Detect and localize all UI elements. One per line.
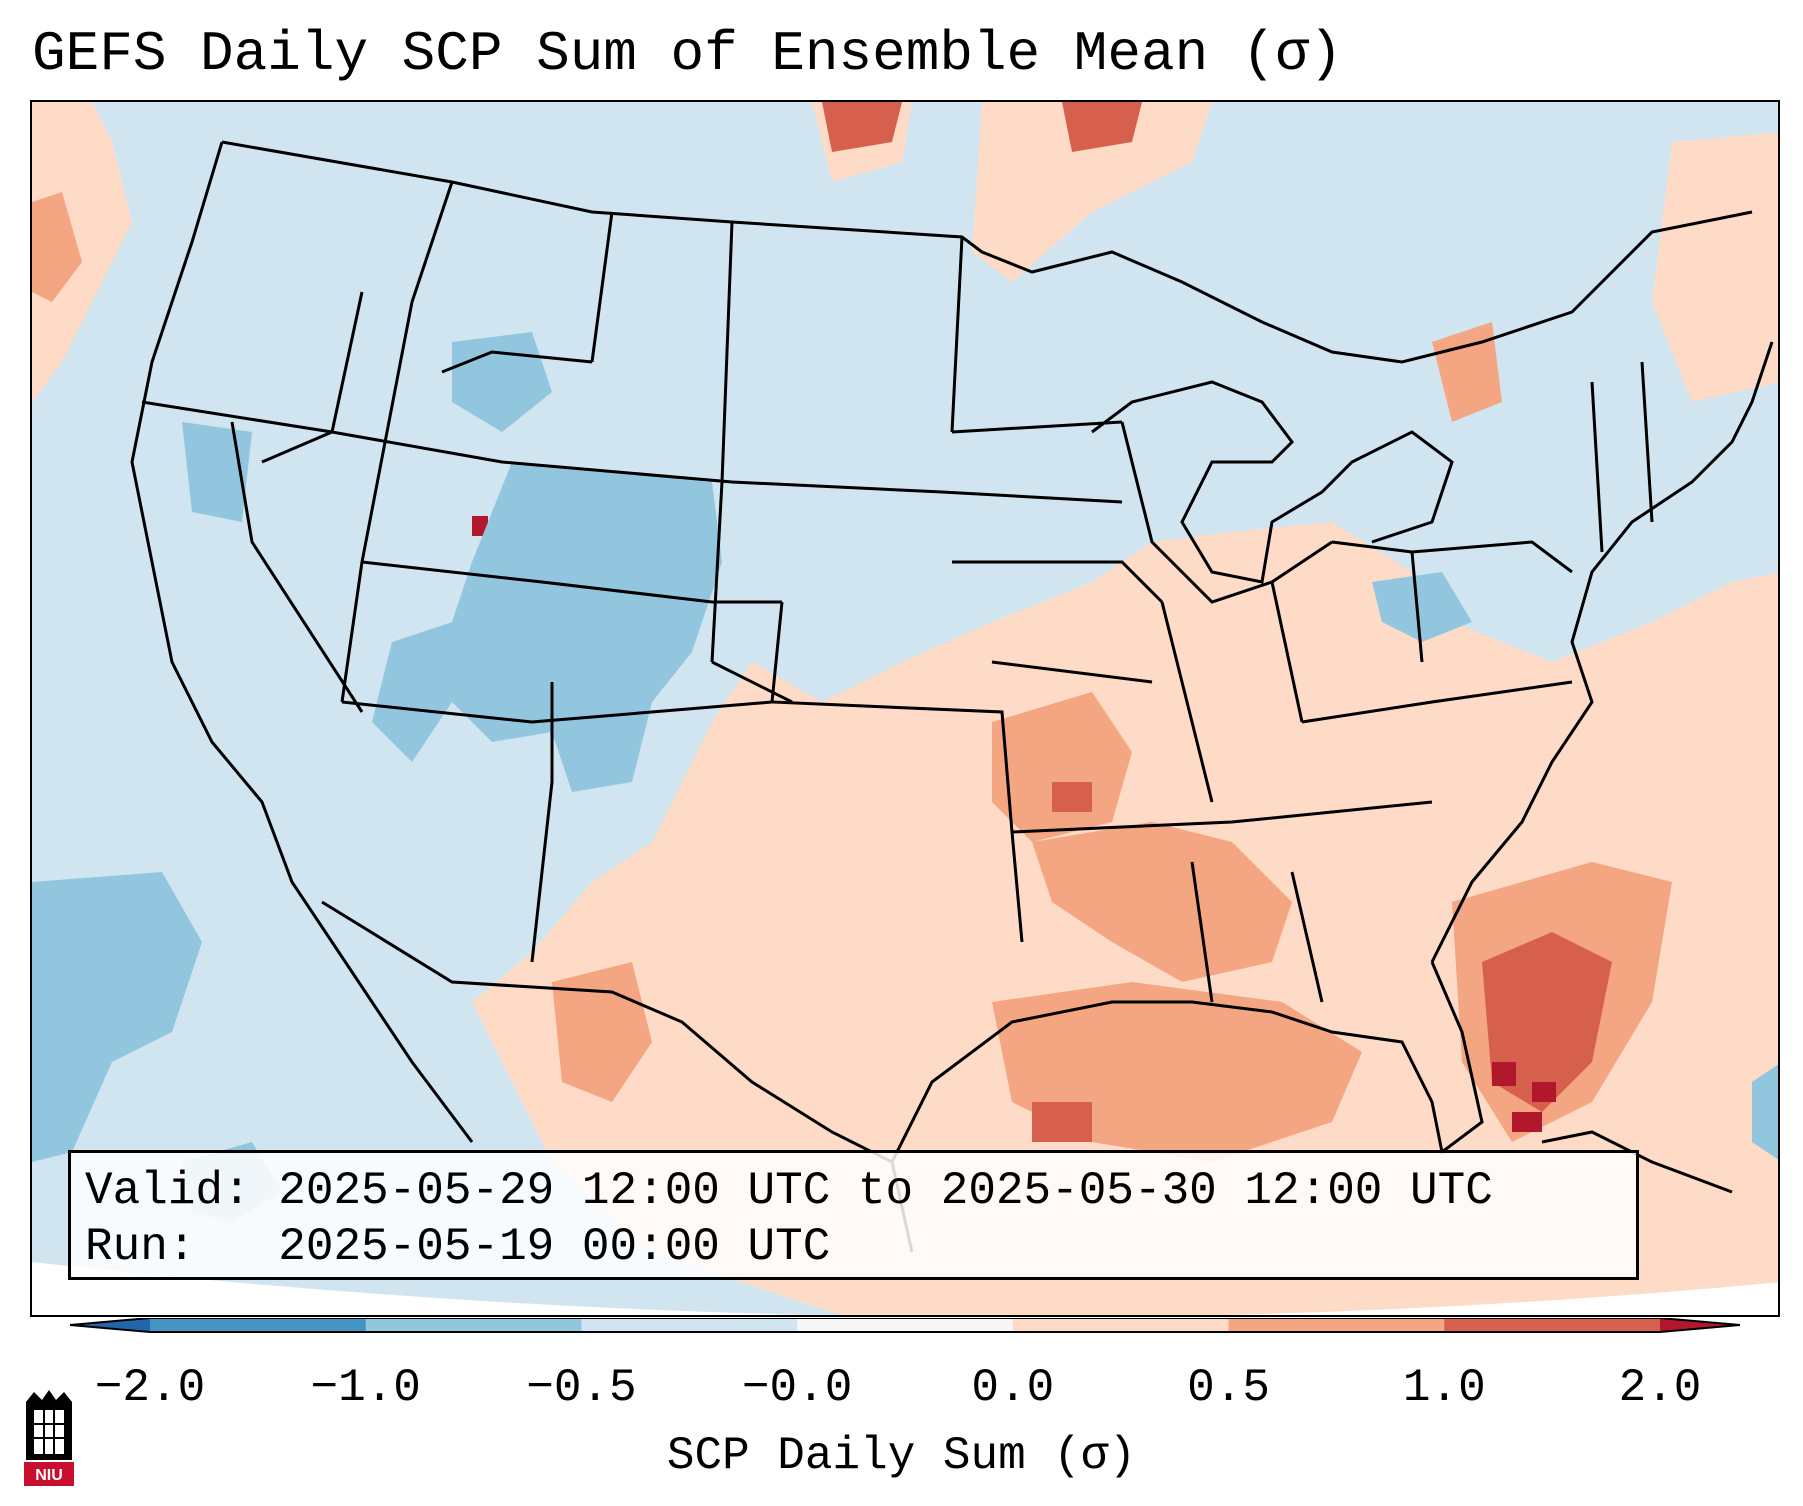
colorbar-tick-label: −2.0 [94,1362,206,1414]
out-of-domain-area [32,1262,1778,1315]
map-panel: Valid: 2025-05-29 12:00 UTC to 2025-05-3… [30,100,1780,1317]
niu-logo-icon: NIU [24,1390,74,1486]
colorbar-bin [581,1318,798,1332]
colorbar-tick-label: −0.5 [526,1362,637,1414]
colorbar-bin [1012,1318,1230,1332]
colorbar-bin [365,1318,582,1332]
colorbar-extend-low [70,1318,150,1332]
colorbar-extend-high [1660,1318,1740,1332]
colorbar-bin [1228,1318,1445,1332]
colorbar-tick-label: 1.0 [1402,1362,1486,1414]
field-medium-blue [32,332,1778,1222]
colorbar-tick-label: 2.0 [1618,1362,1702,1414]
niu-logo-text: NIU [35,1467,63,1484]
colorbar-label: SCP Daily Sum (σ) [666,1430,1137,1482]
colorbar-bin [797,1318,1014,1332]
field-extreme-red [472,516,1556,1132]
colorbar [70,1318,1740,1333]
colorbar-tick-label: −1.0 [310,1362,421,1414]
state-boundaries [130,140,1774,1253]
colorbar-tick-label: 0.5 [1187,1362,1270,1414]
info-box: Valid: 2025-05-29 12:00 UTC to 2025-05-3… [68,1150,1639,1280]
colorbar-bin [1444,1318,1661,1332]
chart-title: GEFS Daily SCP Sum of Ensemble Mean (σ) [32,22,1343,86]
map-svg [32,102,1778,1315]
valid-time-text: Valid: 2025-05-29 12:00 UTC to 2025-05-3… [85,1165,1493,1217]
run-time-text: Run: 2025-05-19 00:00 UTC [85,1221,831,1273]
colorbar-tick-label: −0.0 [741,1362,853,1414]
colorbar-bin [150,1318,367,1332]
colorbar-tick-label: 0.0 [971,1362,1055,1414]
